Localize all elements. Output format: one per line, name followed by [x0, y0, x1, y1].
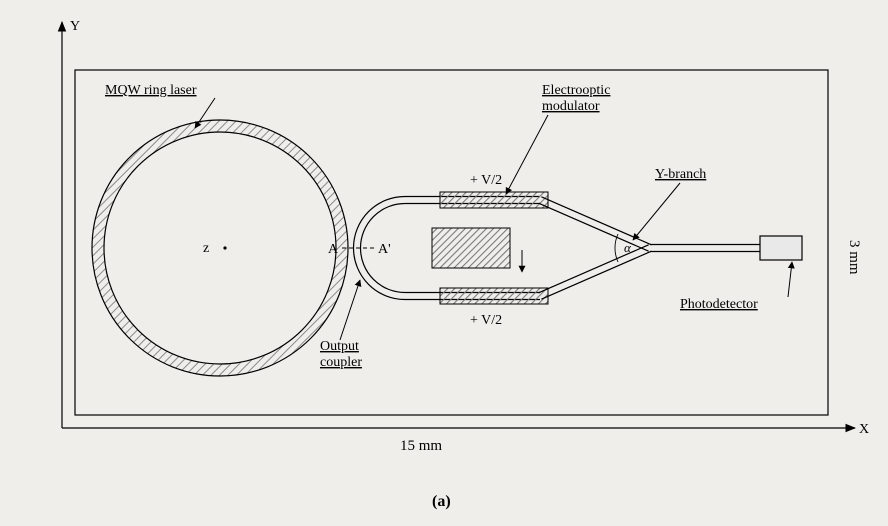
electrode-bottom: + V/2	[440, 288, 548, 328]
center-block	[432, 228, 522, 272]
ybranch-label: Y-branch	[655, 167, 706, 182]
diagram-svg: X Y z A A' + V/2 + V/2 α	[0, 0, 888, 526]
photodetector	[760, 236, 802, 260]
photodetector-label: Photodetector	[680, 297, 758, 312]
coupler-label-1: Output	[320, 339, 359, 354]
y-axis-label: Y	[70, 19, 80, 34]
label-modulator: Electrooptic modulator	[506, 83, 610, 194]
z-label: z	[203, 241, 209, 256]
a-prime-label: A'	[378, 242, 391, 257]
figure-caption: (a)	[432, 493, 451, 510]
height-dimension: 3 mm	[846, 240, 862, 275]
a-label: A	[328, 242, 339, 257]
coupler-gap: A A'	[328, 242, 391, 257]
electrode-top: + V/2	[440, 173, 548, 208]
electrode-top-label: + V/2	[470, 173, 502, 188]
label-ybranch: Y-branch	[633, 167, 706, 240]
width-dimension: 15 mm	[400, 438, 442, 454]
ring-laser-label: MQW ring laser	[105, 83, 197, 98]
diagram-container: X Y z A A' + V/2 + V/2 α	[0, 0, 888, 526]
ring-laser	[92, 120, 348, 376]
modulator-label-2: modulator	[542, 99, 600, 114]
label-photodetector: Photodetector	[680, 262, 792, 312]
coupler-label-2: coupler	[320, 355, 362, 370]
alpha-angle-label: α	[624, 240, 632, 255]
y-branch	[539, 197, 760, 299]
x-axis-label: X	[859, 422, 869, 437]
electrode-bottom-label: + V/2	[470, 313, 502, 328]
modulator-label-1: Electrooptic	[542, 83, 610, 98]
